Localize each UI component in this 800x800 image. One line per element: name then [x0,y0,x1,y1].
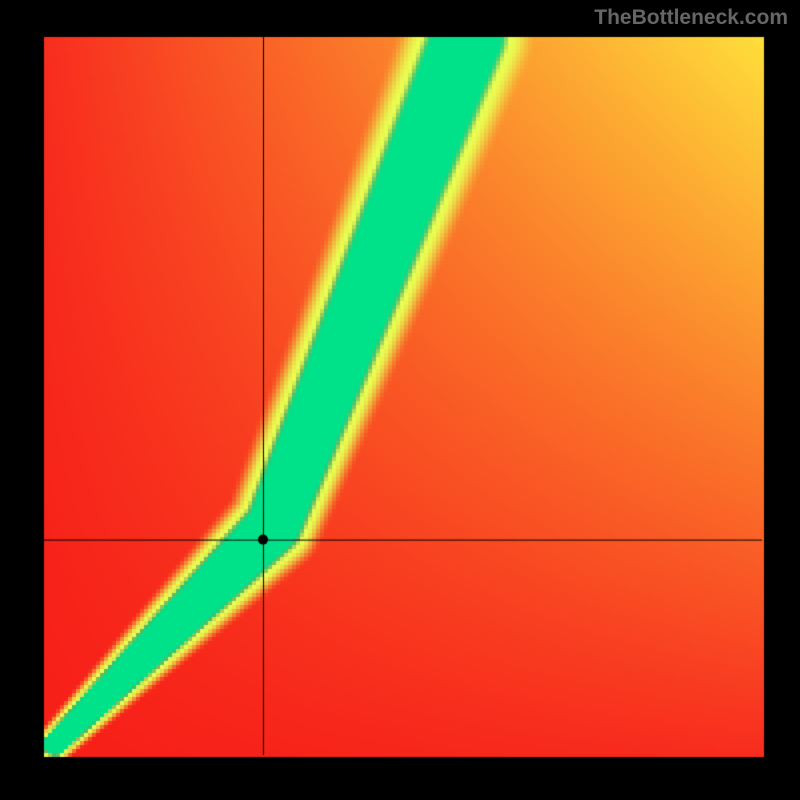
bottleneck-heatmap [0,0,800,800]
watermark-text: TheBottleneck.com [594,6,788,30]
